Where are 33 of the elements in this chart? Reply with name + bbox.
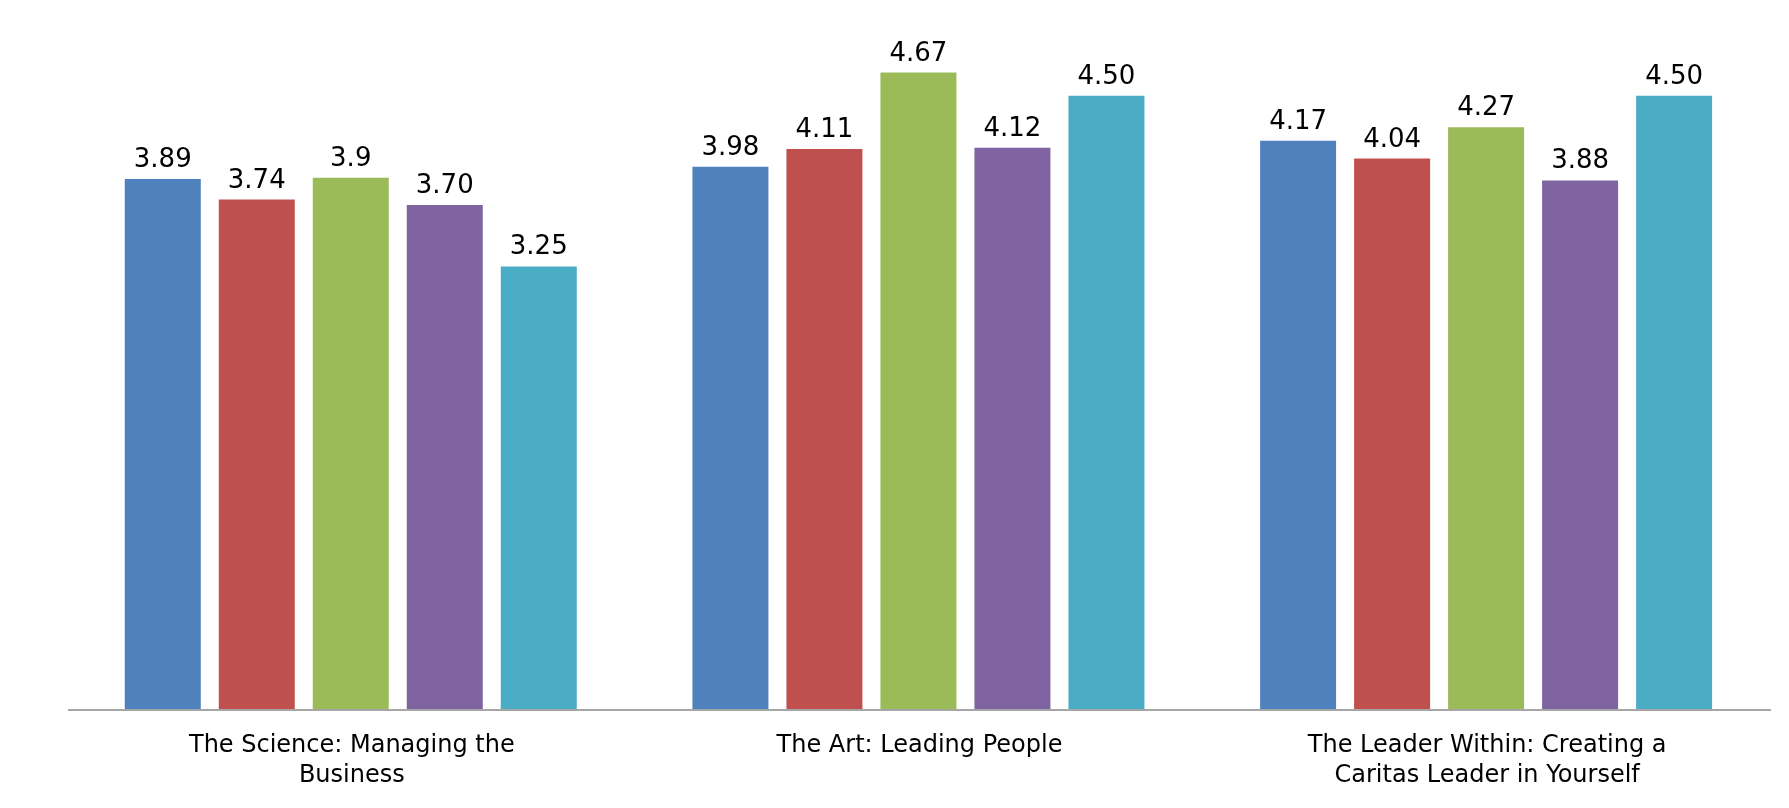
- bar: [880, 72, 957, 710]
- data-label: 4.50: [1077, 59, 1136, 90]
- bar: [1542, 180, 1619, 710]
- bar: [1068, 95, 1145, 710]
- bar: [124, 179, 201, 710]
- data-label: 3.9: [330, 141, 372, 172]
- bar: [974, 147, 1051, 710]
- data-label: 4.04: [1363, 122, 1422, 153]
- x-tick-label: The Science: Managing the Business: [187, 730, 515, 788]
- data-label: 3.89: [133, 143, 192, 174]
- data-label: 3.98: [701, 130, 760, 161]
- x-tick-label: The Art: Leading People: [775, 730, 1063, 758]
- data-label: 3.88: [1551, 144, 1610, 175]
- bar: [312, 177, 389, 710]
- data-label: 4.12: [983, 111, 1042, 142]
- bar: [406, 205, 483, 710]
- data-label: 4.50: [1645, 59, 1704, 90]
- bar: [786, 149, 863, 710]
- data-label: 3.25: [509, 230, 568, 261]
- data-label: 3.70: [415, 169, 474, 200]
- bar: [218, 199, 295, 710]
- data-label: 4.27: [1457, 91, 1516, 122]
- data-label: 3.74: [227, 163, 286, 194]
- bar: [1448, 127, 1525, 710]
- bar: [692, 166, 769, 710]
- bar: [1354, 158, 1431, 710]
- bar: [500, 266, 577, 710]
- data-label: 4.17: [1269, 104, 1328, 135]
- bar: [1260, 140, 1337, 710]
- data-label: 4.11: [795, 113, 854, 144]
- bar: [1636, 95, 1713, 710]
- x-tick-label: The Leader Within: Creating a Caritas Leader in Yourself: [1306, 730, 1667, 788]
- data-label: 4.67: [889, 36, 948, 67]
